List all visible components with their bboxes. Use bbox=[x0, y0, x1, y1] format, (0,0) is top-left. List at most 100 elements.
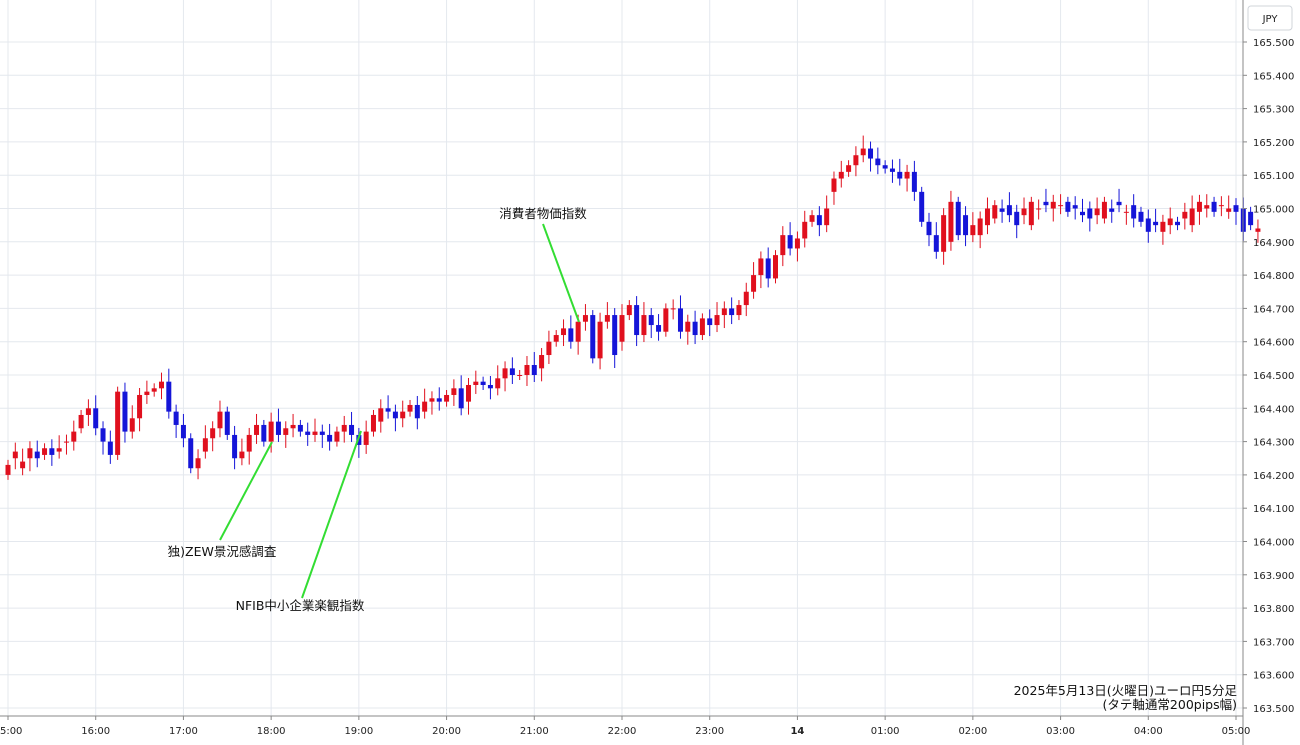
candle-body bbox=[34, 451, 40, 459]
candle-body bbox=[349, 424, 355, 435]
candle-body bbox=[663, 308, 669, 332]
candle-body bbox=[444, 394, 450, 402]
candle-body bbox=[765, 258, 771, 279]
candle-body bbox=[692, 321, 698, 336]
candle-body bbox=[670, 308, 676, 310]
candle-body bbox=[85, 408, 91, 415]
candle-body bbox=[539, 355, 545, 369]
candle-body bbox=[838, 171, 844, 179]
candle-body bbox=[195, 458, 201, 469]
y-tick-label: 163.700 bbox=[1253, 637, 1294, 648]
candle-body bbox=[656, 325, 662, 332]
candle-body bbox=[363, 431, 369, 445]
chart-subtitle: (タテ軸通常200pips幅) bbox=[1103, 697, 1237, 712]
candle-body bbox=[590, 315, 596, 359]
y-tick-label: 164.600 bbox=[1253, 338, 1294, 349]
candle-body bbox=[794, 238, 800, 249]
candle-body bbox=[283, 428, 289, 435]
y-tick-label: 163.900 bbox=[1253, 571, 1294, 582]
candle-body bbox=[824, 208, 830, 226]
candle-body bbox=[751, 275, 757, 292]
candle-body bbox=[451, 388, 457, 395]
candle-body bbox=[1211, 201, 1217, 212]
y-tick-label: 164.000 bbox=[1253, 538, 1294, 549]
candle-body bbox=[517, 375, 523, 376]
candle-body bbox=[1116, 201, 1122, 206]
x-tick-label: 20:00 bbox=[432, 726, 461, 737]
candle-body bbox=[1014, 211, 1020, 226]
candle-body bbox=[78, 414, 84, 429]
candle-body bbox=[1131, 205, 1137, 219]
candle-body bbox=[159, 381, 164, 389]
candle-body bbox=[1006, 205, 1012, 216]
grid-lines bbox=[0, 0, 1243, 716]
annotation-leader-line bbox=[301, 430, 362, 599]
candle-body bbox=[407, 404, 413, 412]
candle-body bbox=[509, 368, 515, 375]
annotations: 独)ZEW景況感調査 NFIB中小企業楽観指数 消費者物価指数 bbox=[168, 206, 588, 613]
candle-body bbox=[224, 411, 230, 435]
candle-body bbox=[173, 411, 179, 425]
y-tick-label: 164.700 bbox=[1253, 304, 1294, 315]
candle-body bbox=[1123, 211, 1129, 213]
candle-body bbox=[999, 208, 1005, 212]
candle-body bbox=[495, 378, 501, 389]
candle-body bbox=[568, 328, 574, 342]
candle-body bbox=[1072, 205, 1078, 209]
candle-body bbox=[809, 215, 815, 222]
candle-body bbox=[12, 451, 18, 459]
candle-body bbox=[1021, 208, 1027, 216]
candle-body bbox=[400, 411, 406, 419]
y-tick-label: 163.600 bbox=[1253, 671, 1294, 682]
candle-body bbox=[524, 365, 530, 375]
candle-body bbox=[604, 315, 610, 322]
candle-body bbox=[319, 431, 325, 435]
candle-body bbox=[93, 408, 99, 429]
y-tick-label: 164.900 bbox=[1253, 238, 1294, 249]
candle-body bbox=[305, 431, 311, 435]
x-tick-label: 02:00 bbox=[958, 726, 987, 737]
candle-body bbox=[721, 308, 727, 316]
candle-body bbox=[188, 438, 194, 469]
candle-body bbox=[1204, 205, 1210, 209]
candle-body bbox=[546, 341, 552, 356]
y-tick-label: 163.500 bbox=[1253, 704, 1294, 715]
x-tick-label: 05:00 bbox=[1222, 726, 1251, 737]
candle-body bbox=[275, 421, 281, 435]
chart-title: 2025年5月13日(火曜日)ユーロ円5分足 bbox=[1014, 683, 1238, 698]
candle-body bbox=[1050, 201, 1056, 209]
candle-body bbox=[831, 178, 837, 192]
candle-body bbox=[707, 318, 713, 326]
currency-badge bbox=[1247, 5, 1293, 31]
candle-body bbox=[261, 424, 267, 442]
candle-body bbox=[1160, 221, 1166, 232]
candle-body bbox=[370, 414, 376, 432]
y-tick-label: 163.800 bbox=[1253, 604, 1294, 615]
y-tick-label: 164.300 bbox=[1253, 438, 1294, 449]
candle-body bbox=[1080, 211, 1085, 216]
y-tick-label: 164.500 bbox=[1253, 371, 1294, 382]
candle-body bbox=[290, 424, 296, 429]
candle-body bbox=[1167, 218, 1173, 226]
candle-body bbox=[429, 398, 435, 402]
candle-body bbox=[1189, 208, 1195, 226]
x-tick-label: 03:00 bbox=[1046, 726, 1075, 737]
candle-body bbox=[626, 305, 632, 316]
candle-body bbox=[436, 398, 442, 402]
candle-body bbox=[312, 431, 318, 435]
candle-body bbox=[531, 365, 537, 375]
y-tick-label: 165.200 bbox=[1253, 138, 1294, 149]
candle-body bbox=[553, 335, 559, 342]
candle-body bbox=[151, 388, 157, 392]
candle-body bbox=[575, 321, 581, 342]
x-tick-label: 04:00 bbox=[1134, 726, 1163, 737]
candle-body bbox=[699, 318, 705, 336]
x-tick-label: 01:00 bbox=[871, 726, 900, 737]
candle-body bbox=[904, 171, 910, 179]
candle-body bbox=[780, 235, 786, 256]
candle-body bbox=[414, 404, 420, 419]
candle-body bbox=[392, 411, 398, 419]
x-axis-ticks: 15:00 16:00 17:00 18:00 19:00 20:00 21:00 22:00… bbox=[0, 716, 1250, 737]
candle-body bbox=[926, 221, 932, 236]
